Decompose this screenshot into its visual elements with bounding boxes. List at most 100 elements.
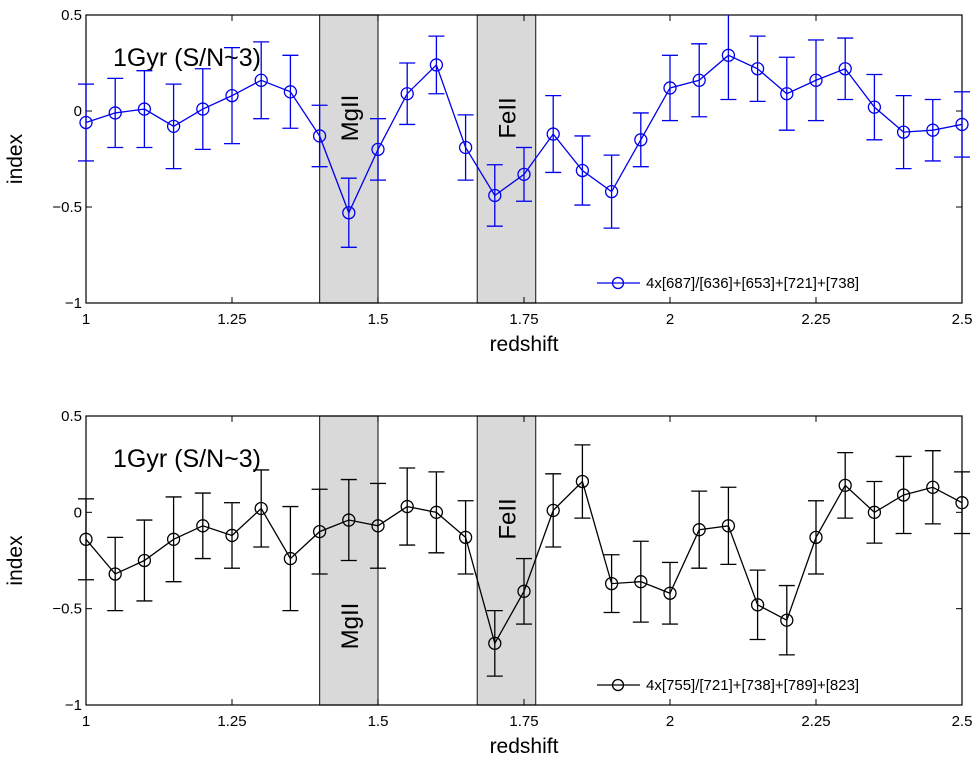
x-tick-label: 1.75: [509, 713, 538, 730]
data-point: [488, 188, 502, 203]
x-tick-label: 1.25: [217, 311, 246, 328]
data-point: [750, 62, 765, 76]
data-point: [458, 530, 473, 545]
data-point: [750, 598, 765, 612]
y-axis-label: index: [4, 133, 27, 184]
data-point: [283, 551, 298, 566]
legend: 4x[687]/[636]+[653]+[721]+[738]: [597, 275, 859, 292]
data-point: [896, 125, 911, 139]
data-point: [692, 73, 706, 87]
data-point: [342, 513, 356, 527]
y-tick-label: −0.5: [52, 199, 82, 216]
legend-label: 4x[687]/[636]+[653]+[721]+[738]: [646, 275, 859, 292]
data-point: [137, 102, 152, 116]
data-point: [867, 505, 882, 519]
x-tick-label: 1: [82, 713, 90, 730]
y-tick-label: 0: [74, 504, 82, 521]
y-tick-label: 0.5: [61, 7, 82, 24]
data-point: [488, 636, 502, 650]
data-point: [575, 163, 590, 178]
band-feii: [476, 415, 537, 706]
x-tick-label: 1.5: [368, 311, 389, 328]
band-feii: [476, 14, 537, 304]
y-tick-label: 0: [74, 103, 82, 120]
data-point: [721, 48, 736, 62]
x-tick-label: 1: [82, 311, 90, 328]
x-tick-label: 2.25: [801, 311, 830, 328]
data-point: [838, 62, 852, 76]
data-point: [692, 523, 706, 537]
data-point: [604, 576, 619, 591]
panel-bottom: MgII FeII 1 1.25 1.5 1.75 2 2.25 2.5 0.5 0 −0.5 −1 re…: [4, 408, 972, 758]
x-tick-label: 2.25: [801, 713, 830, 730]
data-point: [137, 553, 152, 568]
data-point: [79, 115, 93, 130]
data-point: [780, 613, 794, 627]
legend-label: 4x[755]/[721]+[738]+[789]+[823]: [646, 677, 859, 694]
data-point: [254, 501, 268, 516]
x-tick-label: 2.5: [952, 311, 973, 328]
data-point: [926, 480, 940, 494]
legend-marker: [611, 276, 625, 290]
series-line: [85, 54, 963, 215]
x-tick-label: 1.75: [509, 311, 538, 328]
x-axis-label: redshift: [490, 735, 559, 758]
band-label-mgii: MgII: [337, 603, 364, 650]
data-point: [166, 532, 181, 546]
data-point: [429, 58, 444, 72]
data-point: [225, 528, 239, 543]
band-label-feii: FeII: [494, 97, 521, 138]
data-point: [809, 530, 823, 545]
data-point: [546, 127, 560, 141]
data-point: [225, 88, 239, 103]
data-point: [429, 505, 444, 519]
band-mgii: [319, 14, 379, 304]
data-point: [955, 496, 969, 510]
data-point: [955, 117, 969, 132]
data-point: [634, 133, 648, 147]
data-point: [196, 102, 210, 116]
data-point: [108, 106, 122, 120]
y-tick-label: −1: [65, 295, 82, 312]
data-point: [254, 73, 268, 87]
data-point: [166, 119, 181, 134]
data-point: [604, 184, 619, 199]
data-point: [838, 478, 852, 493]
data-point: [371, 142, 385, 157]
data-point: [312, 524, 327, 539]
data-point: [575, 474, 590, 489]
data-point: [721, 519, 736, 533]
data-point: [867, 100, 882, 114]
error-bar: [720, 15, 737, 101]
data-point: [517, 584, 531, 598]
x-tick-label: 1.25: [217, 713, 246, 730]
data-point: [517, 167, 531, 182]
y-tick-label: −1: [65, 697, 82, 714]
x-tick-label: 1.5: [368, 713, 389, 730]
error-bar: [78, 83, 94, 162]
x-axis-label: redshift: [490, 333, 559, 356]
y-tick-label: −0.5: [52, 601, 82, 618]
legend: 4x[755]/[721]+[738]+[789]+[823]: [597, 677, 859, 694]
data-point: [400, 87, 414, 101]
data-point: [400, 499, 414, 514]
panel-top: MgII FeII 1 1.25 1.5 1.75 2 2.25 2.5 0.5 0 −0.5 −1 re…: [4, 7, 972, 356]
x-tick-label: 2: [666, 713, 674, 730]
series-line: [85, 480, 963, 646]
data-point: [663, 586, 677, 600]
data-point: [342, 206, 356, 220]
x-tick-label: 2: [666, 311, 674, 328]
data-point: [196, 519, 210, 533]
y-axis-label: index: [4, 535, 27, 586]
panel-annotation: 1Gyr (S/N~3): [113, 44, 261, 72]
data-point: [780, 87, 794, 101]
data-point: [809, 73, 823, 87]
data-point: [371, 519, 385, 533]
y-tick-label: 0.5: [61, 408, 82, 425]
panel-annotation: 1Gyr (S/N~3): [113, 445, 261, 473]
legend-marker: [611, 678, 625, 692]
data-point: [926, 123, 940, 137]
x-tick-label: 2.5: [952, 713, 973, 730]
data-point: [108, 567, 122, 581]
